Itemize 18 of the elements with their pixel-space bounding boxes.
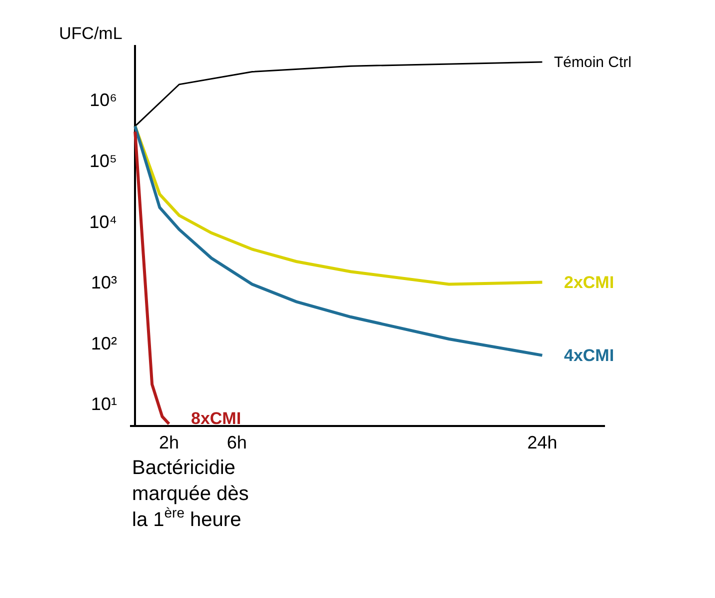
text: Bactéricidie marquée dès la 1$^{ère}$ heure: [132, 457, 249, 531]
y-tick-label: 10⁶: [90, 90, 117, 110]
line-series: [134, 124, 544, 286]
line-series: [134, 130, 171, 425]
series-label: 2xCMI: [564, 273, 614, 292]
series-label: 4xCMI: [564, 346, 614, 365]
series-label: 8xCMI: [191, 409, 242, 428]
x-tick-label: 2h: [159, 432, 180, 452]
y-tick-label: 10⁵: [90, 151, 117, 172]
y-tick-label: 10⁴: [89, 212, 117, 232]
y-tick-label: 10²: [90, 333, 118, 354]
y-axis-title: UFC/mL: [59, 24, 122, 43]
x-tick-label: 6h: [226, 432, 247, 452]
y-tick-label: 10³: [90, 272, 118, 293]
y-tick-label: 10¹: [90, 394, 118, 414]
x-tick-label: 24h: [527, 432, 558, 452]
series-label: Témoin Ctrl: [554, 54, 632, 71]
line-series: [134, 124, 544, 357]
